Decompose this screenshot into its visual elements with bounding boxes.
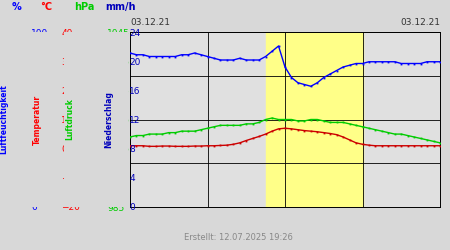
Text: Luftdruck: Luftdruck [66, 98, 75, 140]
Bar [266, 32, 363, 207]
Text: Erstellt: 12.07.2025 19:26: Erstellt: 12.07.2025 19:26 [184, 234, 293, 242]
Text: mm/h: mm/h [105, 2, 135, 12]
Text: 03.12.21: 03.12.21 [400, 18, 440, 27]
Text: %: % [11, 2, 21, 12]
Text: hPa: hPa [74, 2, 94, 12]
Text: Luftfeuchtigkeit: Luftfeuchtigkeit [0, 84, 9, 154]
Text: 03.12.21: 03.12.21 [130, 18, 170, 27]
Text: Niederschlag: Niederschlag [104, 91, 113, 148]
Text: Temperatur: Temperatur [32, 94, 41, 144]
Text: °C: °C [40, 2, 52, 12]
